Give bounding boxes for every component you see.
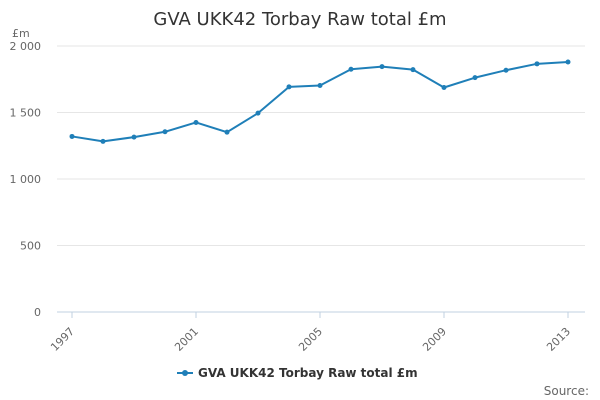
- data-point[interactable]: [441, 84, 447, 90]
- data-point[interactable]: [410, 67, 416, 73]
- data-point[interactable]: [317, 83, 323, 89]
- data-point[interactable]: [69, 133, 75, 139]
- data-point[interactable]: [348, 66, 354, 72]
- x-tick-label: 2001: [172, 325, 201, 354]
- y-tick-label: 2 000: [10, 40, 42, 53]
- series-layer: [69, 59, 571, 144]
- source-label[interactable]: Source:: [544, 384, 589, 398]
- y-tick-label: 1 000: [10, 173, 42, 186]
- y-tick-label: 1 500: [10, 107, 42, 120]
- x-axis: 1997 2001 2005 2009 2013: [48, 311, 585, 354]
- x-tick-label: 1997: [48, 325, 77, 354]
- y-tick-labels: 0 500 1 000 1 500 2 000: [10, 40, 42, 319]
- legend-marker: [182, 370, 188, 376]
- legend[interactable]: GVA UKK42 Torbay Raw total £m: [177, 366, 418, 380]
- series-line: [71, 60, 569, 143]
- data-point[interactable]: [379, 64, 385, 70]
- data-point[interactable]: [131, 134, 137, 140]
- data-point[interactable]: [534, 61, 540, 67]
- y-tick-label: 0: [34, 306, 41, 319]
- data-point[interactable]: [472, 75, 478, 81]
- x-tick-label: 2005: [296, 325, 325, 354]
- x-tick-label: 2009: [420, 325, 449, 354]
- y-axis-label: £m: [12, 27, 30, 40]
- gridlines: [57, 45, 585, 246]
- data-point[interactable]: [286, 84, 292, 90]
- chart-title: GVA UKK42 Torbay Raw total £m: [153, 9, 446, 30]
- data-point[interactable]: [503, 67, 509, 73]
- data-point[interactable]: [162, 129, 168, 135]
- data-point[interactable]: [100, 138, 106, 144]
- x-tick-label: 2013: [544, 325, 573, 354]
- data-point[interactable]: [565, 59, 571, 65]
- y-tick-label: 500: [20, 240, 41, 253]
- data-point[interactable]: [224, 129, 230, 135]
- data-point[interactable]: [255, 110, 261, 116]
- data-point[interactable]: [193, 119, 199, 125]
- legend-label: GVA UKK42 Torbay Raw total £m: [198, 366, 418, 380]
